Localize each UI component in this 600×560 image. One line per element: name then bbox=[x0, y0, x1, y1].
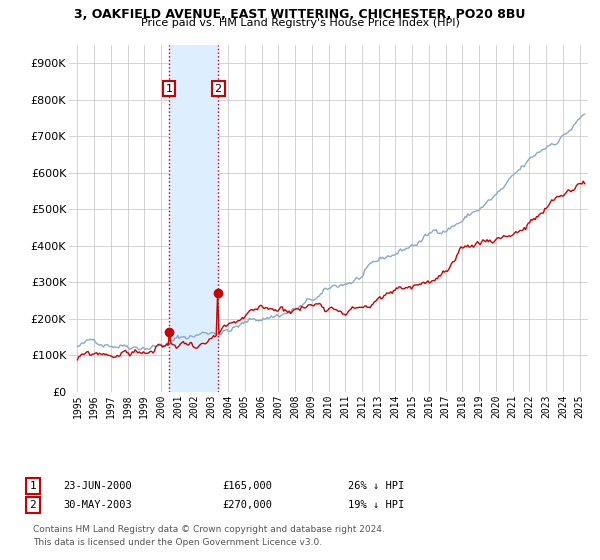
Text: £165,000: £165,000 bbox=[222, 481, 272, 491]
Text: 2: 2 bbox=[29, 500, 37, 510]
Text: 1: 1 bbox=[29, 481, 37, 491]
Legend: 3, OAKFIELD AVENUE, EAST WITTERING, CHICHESTER, PO20 8BU (detached house), HPI: : 3, OAKFIELD AVENUE, EAST WITTERING, CHIC… bbox=[35, 417, 481, 454]
Bar bbox=[169, 45, 218, 392]
Text: £270,000: £270,000 bbox=[222, 500, 272, 510]
Text: Price paid vs. HM Land Registry's House Price Index (HPI): Price paid vs. HM Land Registry's House … bbox=[140, 18, 460, 28]
Text: 1: 1 bbox=[166, 83, 172, 94]
Text: 26% ↓ HPI: 26% ↓ HPI bbox=[348, 481, 404, 491]
Text: 19% ↓ HPI: 19% ↓ HPI bbox=[348, 500, 404, 510]
Text: Contains HM Land Registry data © Crown copyright and database right 2024.: Contains HM Land Registry data © Crown c… bbox=[33, 525, 385, 534]
Text: 2: 2 bbox=[215, 83, 222, 94]
Text: 30-MAY-2003: 30-MAY-2003 bbox=[63, 500, 132, 510]
Text: 23-JUN-2000: 23-JUN-2000 bbox=[63, 481, 132, 491]
Text: 3, OAKFIELD AVENUE, EAST WITTERING, CHICHESTER, PO20 8BU: 3, OAKFIELD AVENUE, EAST WITTERING, CHIC… bbox=[74, 8, 526, 21]
Text: This data is licensed under the Open Government Licence v3.0.: This data is licensed under the Open Gov… bbox=[33, 538, 322, 547]
